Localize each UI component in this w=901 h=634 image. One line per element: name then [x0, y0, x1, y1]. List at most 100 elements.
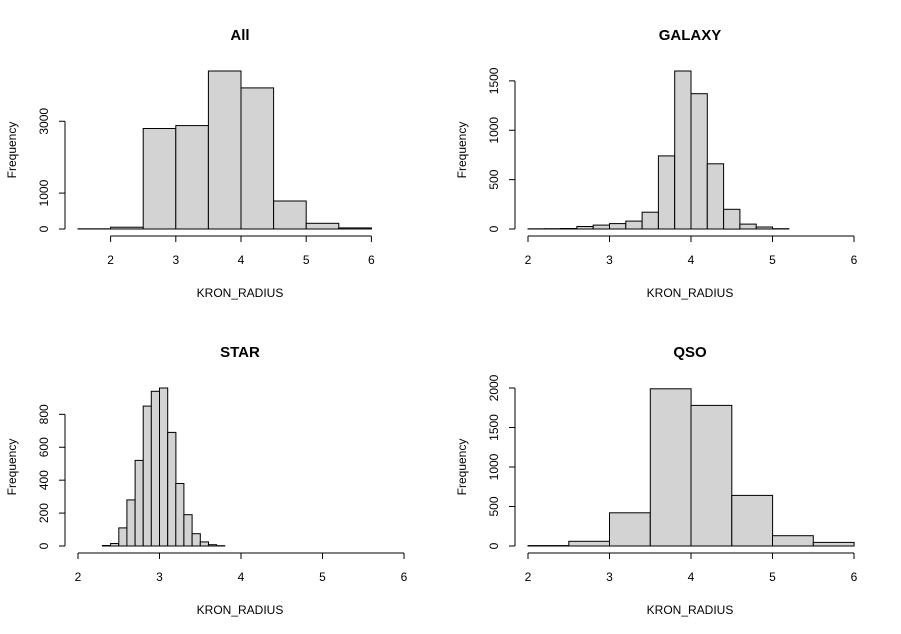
- x-tick-label: 5: [303, 253, 310, 267]
- histogram-bar: [568, 540, 611, 547]
- histogram-bar: [191, 533, 201, 547]
- y-tick-label: 500: [487, 169, 501, 189]
- x-tick-label: 3: [156, 570, 163, 584]
- y-tick-label: 0: [487, 542, 501, 549]
- x-tick-label: 2: [107, 253, 114, 267]
- x-tick-label: 6: [401, 570, 408, 584]
- histogram-bar: [142, 405, 152, 547]
- histogram-bars: [527, 388, 855, 547]
- y-axis-label: Frequency: [455, 439, 469, 496]
- y-tick-label: 0: [487, 225, 501, 232]
- x-axis-label: KRON_RADIUS: [197, 286, 284, 300]
- histogram-bars: [101, 387, 226, 547]
- panel-title: GALAXY: [659, 27, 722, 44]
- histogram-bar: [560, 228, 578, 230]
- histogram-bar: [207, 544, 218, 547]
- y-tick-label: 500: [487, 496, 501, 516]
- x-tick-label: 2: [525, 570, 532, 584]
- y-tick-label: 600: [37, 437, 51, 457]
- histogram-bar: [110, 226, 144, 230]
- histogram-bar: [175, 483, 185, 547]
- y-tick-label: 1500: [487, 67, 501, 94]
- histogram-bar: [657, 155, 676, 230]
- panel-all: All Frequency KRON_RADIUS 2 3 4 5 6 0 1000 300…: [5, 27, 375, 300]
- y-tick-label: 800: [37, 404, 51, 424]
- y-tick-label: 3000: [37, 108, 51, 135]
- x-tick-label: 4: [238, 570, 245, 584]
- y-tick-label: 0: [37, 225, 51, 232]
- x-axis-label: KRON_RADIUS: [647, 603, 734, 617]
- x-axis-label: KRON_RADIUS: [647, 286, 734, 300]
- x-tick-label: 2: [525, 253, 532, 267]
- histogram-bar: [723, 208, 741, 230]
- histogram-bar: [772, 535, 814, 547]
- histogram-bar: [609, 223, 627, 230]
- histogram-bar: [126, 499, 136, 547]
- y-axis-label: Frequency: [5, 439, 19, 496]
- y-tick-label: 0: [37, 542, 51, 549]
- x-tick-label: 3: [606, 570, 613, 584]
- histogram-bar: [101, 545, 112, 547]
- histogram-bar: [690, 404, 733, 547]
- y-axis-label: Frequency: [455, 122, 469, 179]
- x-tick-label: 4: [238, 253, 245, 267]
- panel-galaxy: GALAXY Frequency KRON_RADIUS 2 3 4 5 6 0 500 1…: [455, 27, 858, 300]
- x-tick-label: 5: [319, 570, 326, 584]
- histogram-bar: [674, 70, 692, 230]
- panel-title: STAR: [220, 344, 260, 361]
- y-tick-label: 2000: [487, 374, 501, 401]
- histogram-bar: [240, 87, 275, 230]
- histogram-bar: [118, 527, 128, 547]
- histogram-bar: [592, 224, 611, 230]
- panel-title: All: [230, 27, 249, 44]
- histogram-bar: [110, 543, 120, 547]
- y-tick-label: 1500: [487, 414, 501, 441]
- histogram-bar: [150, 390, 161, 547]
- x-tick-label: 6: [368, 253, 375, 267]
- y-tick-label: 1000: [487, 453, 501, 480]
- x-axis: 2 3 4 5 6: [525, 235, 858, 267]
- y-tick-label: 400: [37, 470, 51, 490]
- panel-qso: QSO Frequency KRON_RADIUS 2 3 4 5 6 0 500 1000…: [455, 344, 858, 617]
- histogram-bar: [199, 541, 210, 547]
- x-tick-label: 5: [769, 570, 776, 584]
- histogram-bar: [706, 163, 725, 230]
- x-tick-label: 6: [851, 570, 858, 584]
- x-axis: 2 3 4 5 6: [75, 552, 408, 584]
- panel-star: STAR Frequency KRON_RADIUS 2 3 4 5 6 0 200 400…: [5, 344, 408, 617]
- histogram-bar: [576, 226, 594, 230]
- x-axis: 2 3 4 5 6: [107, 235, 375, 267]
- y-tick-label: 1000: [37, 179, 51, 206]
- histogram-bar: [338, 227, 372, 230]
- y-axis: 0 200 400 600 800: [37, 404, 66, 549]
- histogram-bar: [159, 387, 169, 547]
- x-tick-label: 4: [688, 570, 695, 584]
- histogram-bar: [273, 200, 307, 230]
- histogram-bar: [175, 125, 209, 230]
- histogram-bar: [167, 431, 177, 547]
- histogram-bar: [207, 70, 242, 230]
- histogram-bar: [739, 223, 757, 230]
- x-tick-label: 3: [172, 253, 179, 267]
- histogram-bar: [134, 459, 144, 547]
- histogram-bar: [641, 211, 659, 230]
- y-axis: 0 500 1000 1500: [487, 67, 516, 232]
- histogram-bar: [649, 388, 692, 547]
- y-tick-label: 1000: [487, 117, 501, 144]
- histogram-bar: [183, 514, 193, 547]
- histogram-bars: [527, 70, 790, 230]
- histogram-bar: [142, 128, 177, 230]
- x-axis-label: KRON_RADIUS: [197, 603, 284, 617]
- y-axis: 0 1000 3000: [37, 108, 66, 232]
- histogram-bar: [755, 226, 774, 230]
- histogram-bar: [731, 494, 774, 547]
- histogram-bar: [305, 222, 340, 230]
- x-tick-label: 4: [688, 253, 695, 267]
- y-axis-label: Frequency: [5, 122, 19, 179]
- panel-title: QSO: [673, 344, 707, 361]
- x-tick-label: 5: [769, 253, 776, 267]
- histogram-bar: [812, 541, 855, 547]
- histogram-bar: [625, 220, 643, 230]
- histogram-bar: [609, 512, 651, 547]
